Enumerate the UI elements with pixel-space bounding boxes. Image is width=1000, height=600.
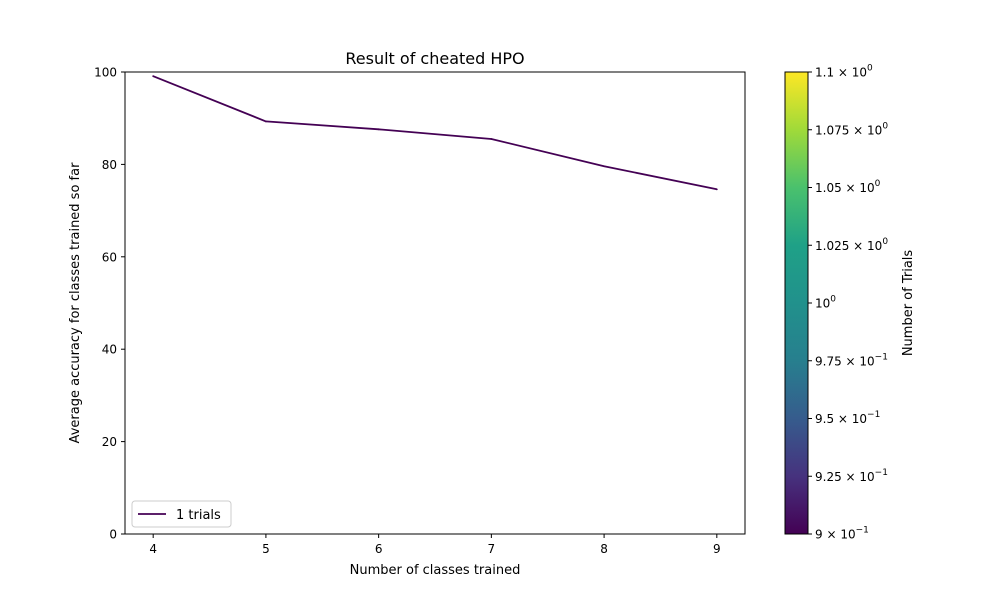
y-tick-label: 60: [102, 250, 117, 264]
y-tick-label: 80: [102, 158, 117, 172]
colorbar-tick-exponent: 0: [867, 64, 873, 74]
colorbar-gradient: [784, 71, 809, 535]
legend: 1 trials: [131, 500, 232, 528]
colorbar-tick-exponent: 0: [875, 179, 881, 189]
colorbar-tick-label: 100: [815, 295, 836, 311]
colorbar-tick-exponent: −1: [875, 468, 888, 478]
colorbar-tick-label: 1.025 × 100: [815, 237, 888, 253]
colorbar-tick-base: 1.025 × 10: [815, 239, 882, 253]
x-axis: 4 5 6 7 8 9: [149, 534, 721, 556]
colorbar-tick-base: 1.05 × 10: [815, 181, 875, 195]
colorbar-tick-label: 9 × 10−1: [815, 526, 869, 542]
legend-label: 1 trials: [176, 508, 221, 523]
colorbar-tick-label: 9.75 × 10−1: [815, 352, 888, 368]
data-point: [490, 138, 493, 140]
colorbar-tick-label: 1.1 × 100: [815, 64, 873, 80]
x-tick-label: 9: [713, 542, 721, 556]
colorbar-label: Number of Trials: [901, 250, 916, 357]
series-layer: [152, 75, 718, 191]
legend-box: [131, 500, 232, 528]
colorbar-tick-exponent: 0: [830, 295, 836, 305]
plot-frame: [124, 71, 746, 535]
plot-area: [124, 71, 746, 535]
colorbar-tick-base: 1.1 × 10: [815, 66, 867, 80]
y-axis-label: Average accuracy for classes trained so …: [68, 162, 83, 444]
colorbar-tick-exponent: 0: [882, 237, 888, 247]
chart-title: Result of cheated HPO: [345, 49, 524, 68]
colorbar-tick-base: 9.5 × 10: [815, 412, 867, 426]
colorbar-tick-base: 1.075 × 10: [815, 123, 882, 137]
colorbar-tick-label: 1.075 × 100: [815, 121, 888, 137]
y-tick-label: 40: [102, 343, 117, 357]
data-point: [715, 188, 718, 191]
data-point: [152, 75, 155, 78]
x-tick-label: 4: [149, 542, 157, 556]
colorbar-tick-exponent: 0: [882, 121, 888, 131]
y-tick-label: 0: [109, 528, 117, 542]
y-tick-label: 100: [94, 66, 117, 80]
colorbar-tick-exponent: −1: [856, 526, 869, 536]
colorbar-tick-label: 1.05 × 100: [815, 179, 881, 195]
colorbar-tick-exponent: −1: [875, 352, 888, 362]
colorbar-tick-base: 9.25 × 10: [815, 470, 875, 484]
colorbar-tick-base: 9 × 10: [815, 528, 856, 542]
y-tick-label: 20: [102, 435, 117, 449]
x-tick-label: 8: [600, 542, 608, 556]
colorbar: 9 × 10−19.25 × 10−19.5 × 10−19.75 × 10−1…: [784, 64, 916, 542]
colorbar-tick-base: 9.75 × 10: [815, 354, 875, 368]
x-tick-label: 6: [375, 542, 383, 556]
colorbar-tick-base: 10: [815, 297, 830, 311]
colorbar-tick-exponent: −1: [867, 410, 880, 420]
x-axis-label: Number of classes trained: [350, 563, 521, 578]
colorbar-tick-label: 9.5 × 10−1: [815, 410, 880, 426]
data-point: [265, 120, 267, 123]
y-axis: 0 20 40 60 80 100: [94, 66, 125, 542]
colorbar-ticks: 9 × 10−19.25 × 10−19.5 × 10−19.75 × 10−1…: [808, 64, 888, 542]
series-line: [152, 75, 717, 191]
colorbar-tick-label: 9.25 × 10−1: [815, 468, 888, 484]
x-tick-label: 7: [488, 542, 496, 556]
data-point: [377, 128, 380, 131]
x-tick-label: 5: [262, 542, 270, 556]
data-point: [603, 165, 605, 168]
